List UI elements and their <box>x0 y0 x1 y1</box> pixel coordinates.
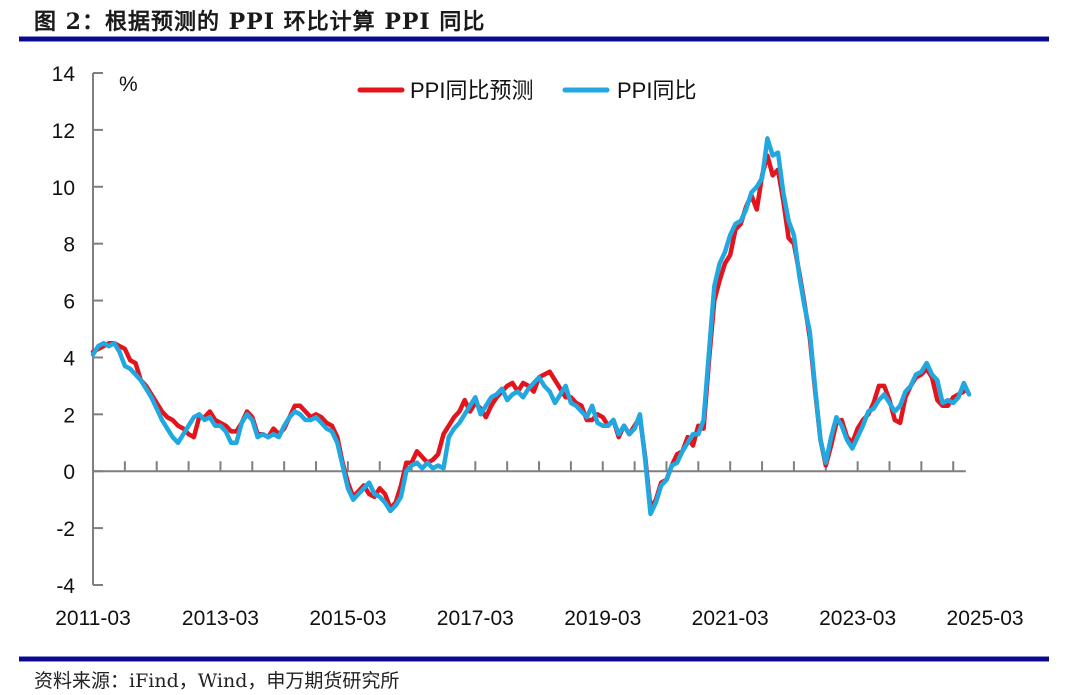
figure-title: 图 2：根据预测的 PPI 环比计算 PPI 同比 <box>34 9 486 35</box>
x-tick-label: 2015-03 <box>309 607 386 630</box>
y-tick-label: 6 <box>63 291 75 314</box>
y-tick-label: 12 <box>52 120 75 143</box>
data-source-note: 资料来源：iFind，Wind，申万期货研究所 <box>34 670 400 692</box>
legend-label-forecast: PPI同比预测 <box>410 78 533 103</box>
legend-label-actual: PPI同比 <box>617 78 696 103</box>
axes: -4 -2 0 2 4 6 8 10 12 14 % 2011-03 2013-03 2015-03 201… <box>52 63 1024 630</box>
x-tick-label: 2021-03 <box>692 607 769 630</box>
x-tick-label: 2025-03 <box>947 607 1024 630</box>
x-tick-label: 2019-03 <box>564 607 641 630</box>
series-layer <box>90 136 972 517</box>
title-divider <box>19 36 1049 42</box>
source-divider <box>19 656 1049 662</box>
y-unit-label: % <box>119 73 138 96</box>
series-line-forecast <box>90 153 967 511</box>
x-tick-label: 2017-03 <box>437 607 514 630</box>
y-tick-label: 8 <box>63 234 75 257</box>
y-tick-label: 14 <box>52 63 76 86</box>
x-tick-label: 2013-03 <box>182 607 259 630</box>
y-tick-label: 0 <box>63 461 75 484</box>
legend: PPI同比预测 PPI同比 <box>357 78 696 103</box>
series-line-actual <box>90 136 972 517</box>
y-tick-label: -2 <box>56 518 75 541</box>
y-tick-label: 2 <box>63 404 75 427</box>
y-tick-label: -4 <box>56 575 75 598</box>
x-tick-label: 2023-03 <box>819 607 896 630</box>
x-tick-label: 2011-03 <box>55 607 131 630</box>
y-tick-label: 10 <box>52 177 75 200</box>
y-tick-label: 4 <box>63 347 75 370</box>
